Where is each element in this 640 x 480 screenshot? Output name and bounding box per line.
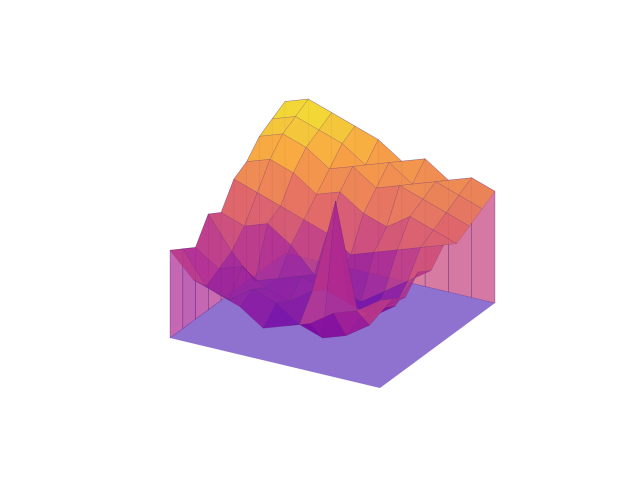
surface-facet — [280, 172, 317, 221]
surface-facet — [216, 288, 254, 308]
surface-facet — [182, 247, 220, 287]
surface-facet — [352, 162, 390, 189]
surface-layer — [169, 98, 496, 339]
surface-facet — [286, 323, 323, 339]
surface-facet — [356, 298, 394, 326]
surface-facet — [290, 219, 328, 276]
surface-facet — [445, 194, 483, 227]
